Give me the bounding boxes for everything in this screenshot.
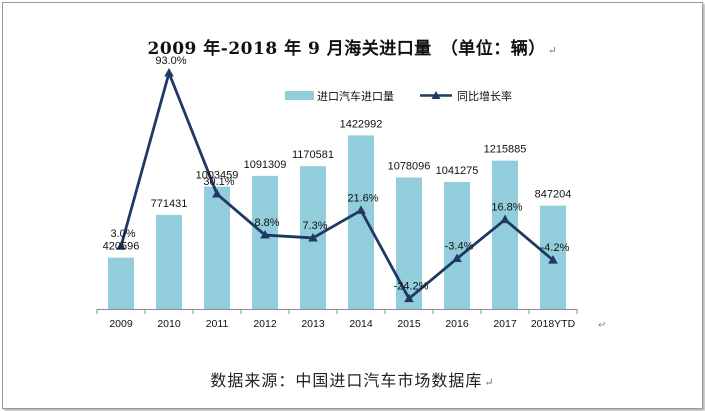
x-tick-label-2012: 2012 — [253, 318, 277, 330]
x-tick-label-2014: 2014 — [349, 318, 373, 330]
bar-series — [108, 135, 566, 309]
growth-marker-2017 — [500, 214, 510, 224]
bar-2010 — [156, 214, 182, 309]
chart-legend: 进口汽车进口量 同比增长率 — [285, 89, 512, 103]
bar-label-2018YTD: 847204 — [535, 189, 572, 201]
growth-marker-2016 — [452, 253, 462, 263]
growth-marker-2011 — [212, 189, 222, 198]
growth-label-2012: 8.8% — [254, 217, 279, 229]
growth-marker-2009 — [116, 241, 126, 250]
legend-marker-icon — [431, 91, 441, 99]
data-labels: 420596 771431 1003459 1091309 1170581 1422992… — [103, 55, 572, 293]
bar-2011 — [204, 186, 230, 309]
growth-marker-2010 — [164, 67, 174, 77]
bar-label-2013: 1170581 — [292, 149, 334, 161]
bar-label-2011: 1003459 — [196, 170, 239, 182]
paragraph-mark-icon: ↵ — [547, 44, 558, 57]
x-tick-label-2016: 2016 — [445, 318, 469, 330]
growth-label-2015: -24.2% — [394, 281, 429, 293]
bar-label-2016: 1041275 — [436, 165, 479, 177]
growth-marker-2018YTD — [548, 255, 558, 264]
growth-label-2018YTD: -4.2% — [541, 242, 570, 254]
x-tick-label-2015: 2015 — [397, 318, 421, 330]
legend-label-line: 同比增长率 — [457, 89, 512, 103]
growth-label-2014: 21.6% — [347, 192, 378, 204]
x-tick-label-2009: 2009 — [109, 318, 133, 330]
bar-label-2009: 420596 — [103, 241, 140, 253]
x-tick-label-2017: 2017 — [493, 318, 517, 330]
bar-2016 — [444, 181, 470, 309]
growth-label-2009: 3.0% — [110, 228, 135, 240]
growth-marker-2012 — [260, 230, 270, 239]
bar-label-2010: 771431 — [151, 198, 188, 210]
bar-2014 — [348, 135, 374, 309]
x-tick-label-2011: 2011 — [206, 318, 229, 330]
legend-swatch-bar — [285, 91, 314, 100]
bar-label-2015: 1078096 — [388, 160, 431, 172]
bar-label-2014: 1422992 — [340, 118, 383, 130]
growth-label-2016: -3.4% — [445, 241, 474, 253]
x-tick-label-2010: 2010 — [157, 318, 181, 330]
bar-label-2017: 1215885 — [484, 144, 527, 156]
x-tick-label-2018YTD: 2018YTD — [531, 318, 576, 330]
growth-line — [119, 71, 554, 300]
growth-label-2011: 30.1% — [203, 176, 234, 188]
bar-2015 — [396, 177, 422, 309]
chart-title: 2009 年-2018 年 9 月海关进口量 （单位：辆） ↵ — [147, 39, 558, 59]
bar-label-2012: 1091309 — [244, 159, 287, 171]
line-series — [116, 67, 558, 303]
growth-marker-2013 — [308, 232, 318, 242]
growth-marker-2015 — [404, 293, 414, 303]
paragraph-mark-icon: ↵ — [484, 376, 495, 389]
growth-label-2017: 16.8% — [491, 202, 522, 214]
bar-2009 — [108, 257, 134, 309]
growth-label-2013: 7.3% — [302, 220, 327, 232]
legend-label-bar: 进口汽车进口量 — [317, 89, 394, 103]
x-tick-label-2013: 2013 — [301, 318, 325, 330]
growth-marker-2014 — [356, 205, 366, 214]
paragraph-mark-icon: ↵ — [598, 320, 607, 331]
bar-2012 — [252, 175, 278, 309]
growth-label-2010: 93.0% — [155, 55, 186, 67]
x-axis: 2009 2010 2011 2012 2013 2014 2015 2016 2017 2018… — [96, 309, 578, 330]
data-source: 数据来源：中国进口汽车市场数据库 ↵ — [210, 371, 495, 390]
bar-2017 — [492, 160, 518, 309]
